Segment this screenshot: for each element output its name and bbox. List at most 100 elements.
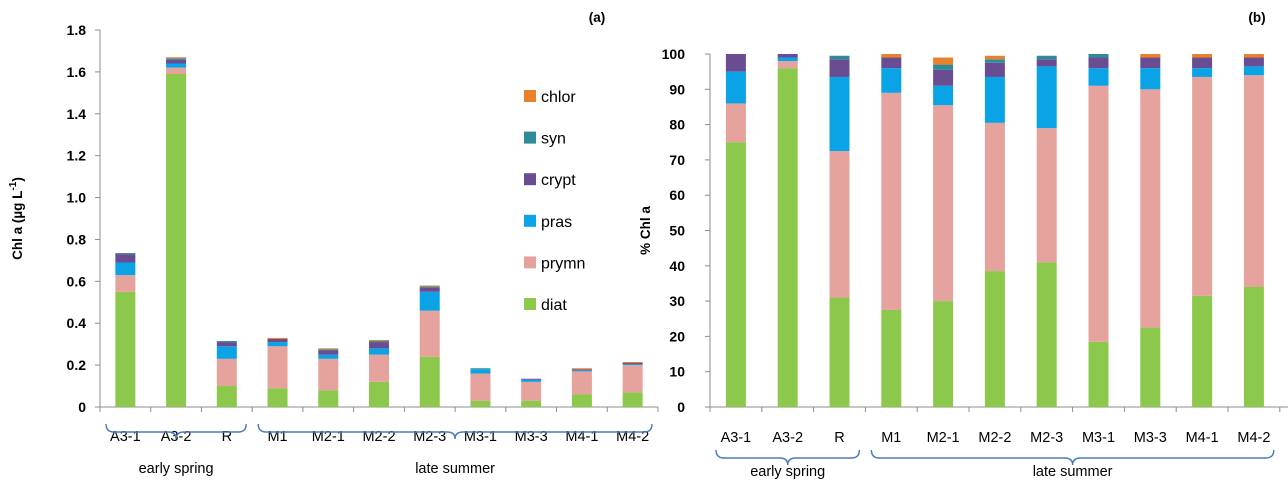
bar-segment-diat — [622, 392, 643, 407]
legend-swatch-diat — [524, 298, 536, 310]
y-tick-label: 70 — [669, 152, 685, 168]
bar-segment-prymn — [571, 371, 592, 395]
bar-segment-prymn — [1088, 85, 1109, 342]
bar-segment-pras — [571, 370, 592, 372]
bar-segment-crypt — [521, 378, 542, 380]
x-category-label: R — [222, 429, 232, 445]
y-tick-label: 80 — [669, 117, 685, 133]
bar-segment-prymn — [984, 122, 1005, 272]
bar-segment-crypt — [1140, 57, 1161, 69]
bar-segment-syn — [829, 55, 850, 60]
bar-segment-chlor — [1192, 54, 1213, 58]
legend-swatch-pras — [524, 214, 536, 227]
bar-segment-syn — [369, 341, 389, 343]
x-category-label: M2-3 — [413, 429, 446, 445]
y-tick-label: 0 — [677, 399, 685, 415]
bar-segment-pras — [216, 346, 237, 359]
bar-segment-chlor — [1243, 54, 1264, 58]
bar-segment-chlor — [369, 339, 389, 342]
bar-segment-diat — [369, 381, 389, 407]
bar-segment-chlor — [933, 57, 954, 65]
bar-segment-pras — [1088, 68, 1109, 86]
bar-segment-pras — [521, 379, 542, 382]
group-brace — [870, 449, 1275, 466]
bar-segment-pras — [318, 354, 339, 359]
bar-segment-pras — [115, 262, 136, 276]
bar-segment-pras — [622, 364, 643, 366]
bar-segment-pras — [933, 85, 954, 106]
x-category-label: M1 — [267, 429, 287, 445]
x-category-label: M3-1 — [1082, 430, 1115, 446]
bar-segment-prymn — [318, 358, 339, 391]
bar-segment-prymn — [881, 92, 902, 310]
legend-swatch-syn — [524, 131, 536, 144]
bar-segment-pras — [1140, 68, 1161, 90]
bar-segment-prymn — [267, 346, 288, 389]
bar-segment-diat — [829, 297, 850, 407]
bar-segment-diat — [984, 271, 1005, 407]
bar-segment-crypt — [1088, 57, 1109, 69]
y-axis-label-text: Chl a (µg L — [10, 191, 25, 260]
group-brace — [715, 449, 861, 466]
bar-segment-crypt — [777, 54, 798, 58]
y-axis-label-superscript: -1 — [8, 181, 19, 190]
bar-segment-prymn — [470, 373, 491, 401]
y-tick-label: 1.4 — [67, 106, 87, 122]
bar-segment-diat — [571, 394, 592, 407]
group-label: early spring — [139, 461, 214, 477]
bar-segment-syn — [1036, 55, 1057, 60]
bar-segment-syn — [1088, 54, 1109, 58]
bar-segment-pras — [1192, 68, 1213, 77]
y-tick-label: 1.6 — [67, 64, 87, 80]
bar-segment-chlor — [318, 348, 339, 350]
bar-segment-pras — [1036, 66, 1057, 129]
bar-segment-crypt — [1192, 57, 1213, 69]
y-tick-label: 1.8 — [67, 22, 87, 38]
bar-segment-pras — [369, 348, 389, 355]
x-category-label: M4-1 — [565, 429, 598, 445]
bar-segment-chlor — [419, 285, 440, 287]
group-label: early spring — [750, 464, 825, 480]
bar-segment-crypt — [725, 54, 746, 72]
x-category-label: R — [834, 430, 844, 446]
bar-segment-prymn — [369, 354, 389, 382]
bar-segment-syn — [318, 349, 339, 351]
bar-segment-pras — [267, 342, 288, 347]
bar-segment-prymn — [829, 151, 850, 298]
bar-segment-crypt — [829, 59, 850, 77]
y-tick-label: 30 — [669, 293, 685, 309]
x-category-label: M3-1 — [464, 429, 497, 445]
bar-segment-diat — [166, 73, 187, 407]
x-category-label: M2-1 — [927, 430, 960, 446]
bar-segment-chlor — [267, 337, 288, 339]
bar-segment-prymn — [933, 105, 954, 302]
bar-segment-crypt — [419, 287, 440, 292]
legend-label-prymn: prymn — [541, 255, 585, 272]
bar-segment-diat — [1192, 295, 1213, 407]
x-category-label: M4-2 — [616, 429, 649, 445]
y-tick-label: 10 — [669, 364, 685, 380]
x-category-label: M2-3 — [1030, 430, 1063, 446]
legend-label-crypt: crypt — [541, 172, 576, 189]
x-category-label: M3-3 — [1134, 430, 1167, 446]
x-category-label: A3-2 — [772, 430, 803, 446]
group-label: late summer — [415, 461, 495, 477]
bar-segment-pras — [829, 76, 850, 152]
y-axis-label-text: ) — [10, 177, 25, 182]
group-brace — [105, 423, 247, 440]
bar-segment-diat — [470, 400, 491, 407]
bar-segment-prymn — [1140, 89, 1161, 328]
chart-panel-a: 00.20.40.60.81.01.21.41.61.8A3-1 A3-2 R M1 M… — [8, 10, 659, 477]
bar-segment-pras — [984, 76, 1005, 123]
bar-segment-diat — [1140, 327, 1161, 407]
y-tick-label: 0.2 — [67, 357, 87, 373]
bar-segment-pras — [166, 63, 187, 68]
bar-segment-crypt — [881, 57, 902, 69]
bar-segment-prymn — [166, 67, 187, 74]
y-tick-label: 0.4 — [67, 315, 87, 331]
bar-segment-crypt — [369, 342, 389, 349]
bar-segment-chlor — [1140, 54, 1161, 58]
bar-segment-chlor — [622, 361, 643, 364]
bar-segment-syn — [984, 59, 1005, 63]
